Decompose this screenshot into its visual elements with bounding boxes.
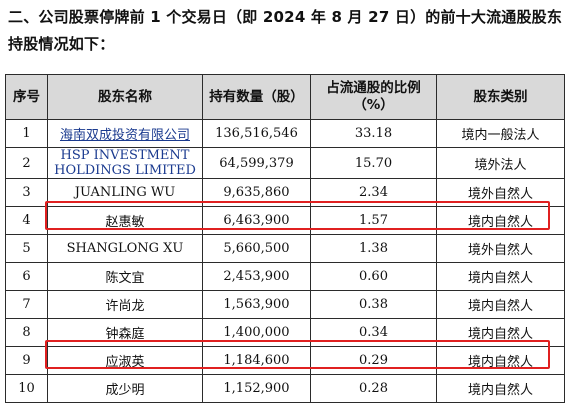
cell-name: SHANGLONG XU bbox=[47, 234, 203, 263]
table-row: 9 应淑英 1,184,600 0.29 境内自然人 bbox=[5, 346, 565, 375]
cell-shares: 1,400,000 bbox=[202, 318, 311, 347]
cell-ratio: 0.60 bbox=[310, 262, 437, 291]
cell-shares: 6,463,900 bbox=[202, 206, 311, 235]
header-shares: 持有数量（股） bbox=[202, 74, 311, 120]
cell-type: 境内自然人 bbox=[436, 374, 565, 403]
cell-name: JUANLING WU bbox=[47, 178, 203, 207]
cell-ratio: 33.18 bbox=[310, 119, 437, 148]
cell-ratio: 0.38 bbox=[310, 290, 437, 319]
header-type: 股东类别 bbox=[436, 74, 565, 120]
cell-rank: 7 bbox=[5, 290, 48, 319]
cell-name: 钟森庭 bbox=[47, 318, 203, 347]
header-name: 股东名称 bbox=[47, 74, 203, 120]
cell-shares: 136,516,546 bbox=[202, 119, 311, 148]
cell-type: 境外自然人 bbox=[436, 234, 565, 263]
table-row: 2 HSP INVESTMENT HOLDINGS LIMITED 64,599… bbox=[5, 147, 565, 179]
cell-type: 境内自然人 bbox=[436, 206, 565, 235]
cell-shares: 2,453,900 bbox=[202, 262, 311, 291]
cell-ratio: 1.57 bbox=[310, 206, 437, 235]
table-header-row: 序号 股东名称 持有数量（股） 占流通股的比例 （%） 股东类别 bbox=[5, 74, 565, 120]
table-row: 1 海南双成投资有限公司 136,516,546 33.18 境内一般法人 bbox=[5, 119, 565, 148]
table-row: 3 JUANLING WU 9,635,860 2.34 境外自然人 bbox=[5, 178, 565, 207]
cell-name: 陈文宜 bbox=[47, 262, 203, 291]
table-row: 10 成少明 1,152,900 0.28 境内自然人 bbox=[5, 374, 565, 403]
cell-shares: 1,152,900 bbox=[202, 374, 311, 403]
cell-name: 许尚龙 bbox=[47, 290, 203, 319]
cell-rank: 8 bbox=[5, 318, 48, 347]
cell-type: 境外自然人 bbox=[436, 178, 565, 207]
cell-rank: 6 bbox=[5, 262, 48, 291]
cell-rank: 2 bbox=[5, 147, 48, 179]
cell-shares: 1,184,600 bbox=[202, 346, 311, 375]
shareholders-table: 序号 股东名称 持有数量（股） 占流通股的比例 （%） 股东类别 1 海南双成投… bbox=[5, 74, 565, 403]
cell-type: 境外法人 bbox=[436, 147, 565, 179]
cell-name[interactable]: HSP INVESTMENT HOLDINGS LIMITED bbox=[47, 147, 203, 179]
cell-rank: 5 bbox=[5, 234, 48, 263]
cell-shares: 64,599,379 bbox=[202, 147, 311, 179]
cell-name[interactable]: 海南双成投资有限公司 bbox=[47, 119, 203, 148]
cell-rank: 10 bbox=[5, 374, 48, 403]
cell-type: 境内自然人 bbox=[436, 262, 565, 291]
cell-type: 境内自然人 bbox=[436, 346, 565, 375]
cell-ratio: 0.29 bbox=[310, 346, 437, 375]
header-ratio-line2: （%） bbox=[353, 97, 394, 113]
cell-rank: 3 bbox=[5, 178, 48, 207]
cell-rank: 1 bbox=[5, 119, 48, 148]
cell-shares: 1,563,900 bbox=[202, 290, 311, 319]
cell-shares: 5,660,500 bbox=[202, 234, 311, 263]
cell-name: 赵惠敏 bbox=[47, 206, 203, 235]
header-rank: 序号 bbox=[5, 74, 48, 120]
cell-name: 成少明 bbox=[47, 374, 203, 403]
cell-rank: 9 bbox=[5, 346, 48, 375]
table-row: 5 SHANGLONG XU 5,660,500 1.38 境外自然人 bbox=[5, 234, 565, 263]
cell-name-line2: HOLDINGS LIMITED bbox=[54, 163, 196, 178]
cell-rank: 4 bbox=[5, 206, 48, 235]
cell-ratio: 15.70 bbox=[310, 147, 437, 179]
cell-shares: 9,635,860 bbox=[202, 178, 311, 207]
cell-type: 境内自然人 bbox=[436, 318, 565, 347]
header-ratio: 占流通股的比例 （%） bbox=[310, 74, 437, 120]
cell-ratio: 0.34 bbox=[310, 318, 437, 347]
table-row: 8 钟森庭 1,400,000 0.34 境内自然人 bbox=[5, 318, 565, 347]
cell-ratio: 2.34 bbox=[310, 178, 437, 207]
section-heading: 二、公司股票停牌前 1 个交易日（即 2024 年 8 月 27 日）的前十大流… bbox=[8, 8, 563, 53]
table-row: 4 赵惠敏 6,463,900 1.57 境内自然人 bbox=[5, 206, 565, 235]
table-row: 6 陈文宜 2,453,900 0.60 境内自然人 bbox=[5, 262, 565, 291]
cell-type: 境内一般法人 bbox=[436, 119, 565, 148]
header-ratio-line1: 占流通股的比例 bbox=[326, 80, 421, 96]
cell-name: 应淑英 bbox=[47, 346, 203, 375]
cell-name-line1: HSP INVESTMENT bbox=[60, 148, 190, 163]
table-row: 7 许尚龙 1,563,900 0.38 境内自然人 bbox=[5, 290, 565, 319]
cell-type: 境内自然人 bbox=[436, 290, 565, 319]
cell-ratio: 0.28 bbox=[310, 374, 437, 403]
cell-ratio: 1.38 bbox=[310, 234, 437, 263]
